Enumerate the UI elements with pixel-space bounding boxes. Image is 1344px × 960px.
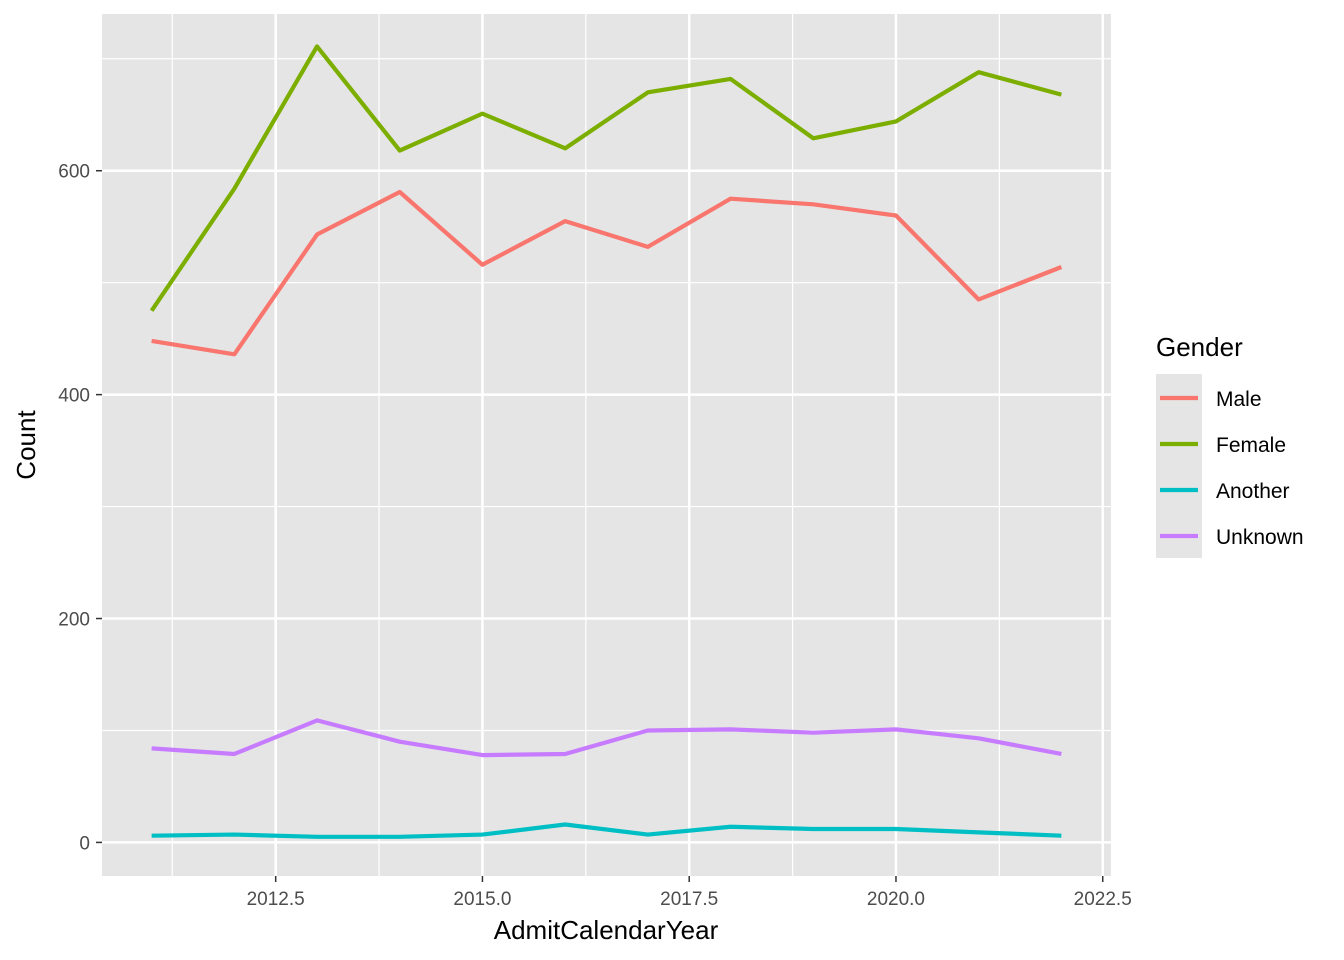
x-tick-label: 2017.5 (660, 889, 718, 910)
x-tick-label: 2012.5 (247, 889, 305, 910)
x-tick-label: 2015.0 (453, 889, 511, 910)
series-lines (149, 44, 1063, 839)
minor-gridlines (102, 14, 1111, 876)
y-tick-label: 600 (58, 162, 90, 183)
y-axis-title: Count (11, 410, 41, 480)
x-axis: 2012.5 2015.0 2017.5 2020.0 2022.5 (247, 876, 1132, 910)
y-tick-label: 400 (58, 386, 90, 407)
y-tick-label: 0 (79, 833, 90, 854)
x-tick-label: 2020.0 (867, 889, 925, 910)
legend-label-unknown: Unknown (1216, 526, 1304, 549)
legend-title: Gender (1156, 332, 1243, 362)
major-gridlines (102, 14, 1111, 876)
x-tick-label: 2022.5 (1074, 889, 1132, 910)
legend-label-male: Male (1216, 388, 1262, 411)
legend: Gender Male Female Another Unknown (1156, 332, 1304, 558)
x-axis-title: AdmitCalendarYear (494, 915, 719, 945)
series-line-another (151, 822, 1062, 839)
legend-label-another: Another (1216, 480, 1290, 503)
y-tick-label: 200 (58, 610, 90, 631)
series-line-male (151, 189, 1063, 357)
legend-key-background (1156, 374, 1202, 558)
series-line-female (149, 44, 1062, 312)
y-axis: 0 200 400 600 (58, 162, 102, 854)
legend-label-female: Female (1216, 434, 1286, 457)
series-line-unknown (151, 718, 1062, 758)
